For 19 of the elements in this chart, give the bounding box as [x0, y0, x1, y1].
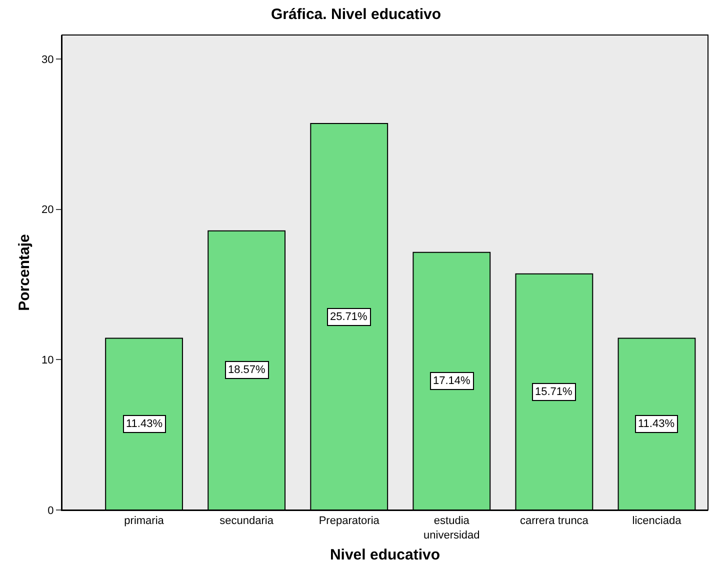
- y-tick-label: 30: [42, 54, 54, 66]
- data-label: 17.14%: [433, 375, 471, 387]
- y-tick-label: 0: [48, 504, 54, 517]
- x-tick-label: estudia universidad: [424, 515, 480, 542]
- x-tick-label: carrera trunca: [520, 515, 590, 528]
- x-tick-label: primaria: [124, 515, 165, 528]
- chart-title: Gráfica. Nivel educativo: [270, 6, 442, 24]
- y-axis-title: Porcentaje: [16, 234, 33, 311]
- data-label: 18.57%: [228, 364, 266, 376]
- x-axis-title: Nivel educativo: [330, 546, 440, 564]
- x-tick-label: Preparatoria: [318, 515, 380, 528]
- x-tick-label: secundaria: [220, 515, 274, 528]
- x-tick-label: licenciada: [632, 515, 682, 528]
- data-label: 15.71%: [535, 386, 573, 398]
- data-label: 11.43%: [126, 418, 163, 430]
- data-label: 11.43%: [638, 418, 675, 430]
- data-label: 25.71%: [330, 311, 368, 323]
- y-tick-label: 20: [42, 204, 54, 216]
- y-tick-label: 10: [42, 354, 54, 367]
